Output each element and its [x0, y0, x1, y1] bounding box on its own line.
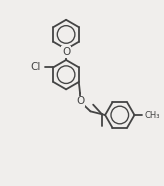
Text: O: O — [76, 97, 84, 106]
Text: CH₃: CH₃ — [145, 110, 160, 120]
Text: O: O — [62, 47, 70, 57]
Text: Cl: Cl — [31, 62, 41, 72]
